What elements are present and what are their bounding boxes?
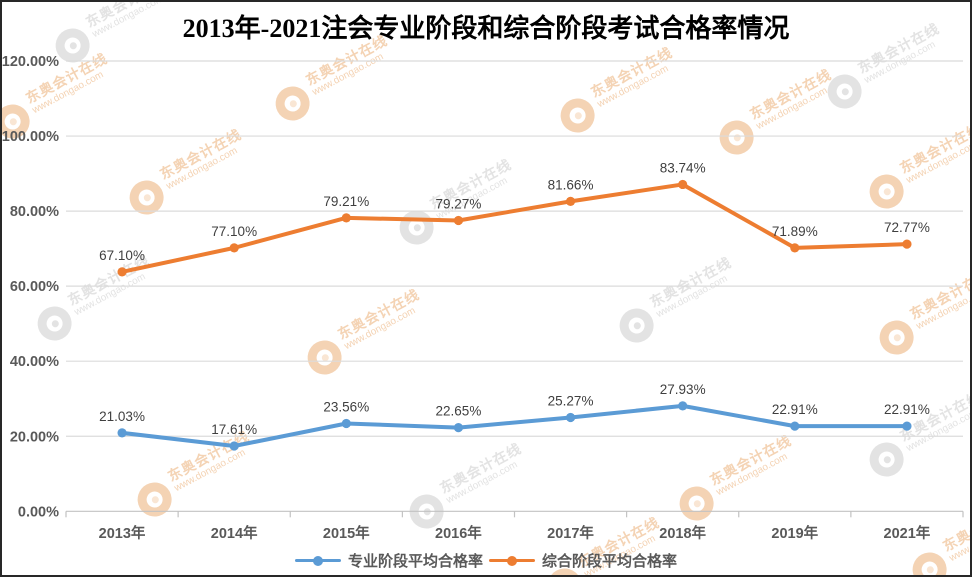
data-point-marker bbox=[565, 412, 576, 423]
x-axis-label: 2014年 bbox=[211, 524, 258, 542]
y-axis-label: 0.00% bbox=[18, 504, 59, 520]
data-point-marker bbox=[117, 428, 127, 438]
data-label: 81.66% bbox=[548, 177, 594, 192]
data-label: 27.93% bbox=[660, 382, 706, 397]
data-point-marker bbox=[229, 441, 239, 451]
data-point-marker bbox=[790, 421, 800, 431]
data-point-marker bbox=[902, 421, 912, 431]
data-label: 17.61% bbox=[211, 422, 257, 437]
data-label: 22.65% bbox=[436, 404, 482, 419]
data-point-marker bbox=[902, 239, 912, 249]
data-label: 67.10% bbox=[99, 248, 145, 263]
chart-legend: 专业阶段平均合格率 综合阶段平均合格率 bbox=[2, 550, 970, 571]
legend-line-marker-orange bbox=[489, 555, 535, 566]
legend-item-comprehensive-stage: 综合阶段平均合格率 bbox=[489, 550, 677, 571]
data-point-marker bbox=[565, 196, 576, 206]
series-line-comprehensive bbox=[120, 182, 909, 274]
data-point-marker bbox=[341, 213, 351, 223]
x-axis-label: 2015年 bbox=[323, 524, 370, 542]
x-axis-label: 2019年 bbox=[771, 524, 818, 542]
x-axis-label: 2016年 bbox=[435, 524, 482, 542]
data-label: 71.89% bbox=[772, 224, 818, 239]
chart-title: 2013年-2021注会专业阶段和综合阶段考试合格率情况 bbox=[182, 14, 790, 43]
data-label: 79.27% bbox=[436, 196, 482, 211]
y-axis-label: 40.00% bbox=[10, 354, 59, 370]
y-axis-label: 120.00% bbox=[2, 54, 59, 70]
legend-label: 专业阶段平均合格率 bbox=[347, 553, 483, 570]
legend-label: 综合阶段平均合格率 bbox=[542, 553, 678, 570]
legend-line-marker-blue bbox=[294, 555, 341, 566]
data-label: 77.10% bbox=[211, 224, 257, 239]
data-point-marker bbox=[678, 401, 688, 411]
data-label: 72.77% bbox=[884, 220, 930, 235]
data-point-marker bbox=[453, 215, 464, 226]
x-axis-label: 2017年 bbox=[547, 524, 594, 542]
data-label: 21.03% bbox=[99, 409, 145, 424]
y-axis-label: 80.00% bbox=[10, 204, 59, 220]
data-label: 83.74% bbox=[660, 160, 706, 175]
legend-item-professional-stage: 专业阶段平均合格率 bbox=[294, 550, 483, 571]
data-point-marker bbox=[453, 423, 464, 433]
y-axis-label: 60.00% bbox=[10, 279, 59, 295]
data-label: 79.21% bbox=[323, 194, 369, 209]
data-point-marker bbox=[117, 267, 127, 277]
data-label: 25.27% bbox=[548, 393, 594, 408]
y-axis-label: 100.00% bbox=[2, 129, 59, 145]
data-point-marker bbox=[341, 418, 351, 429]
data-label: 23.56% bbox=[323, 399, 369, 414]
data-point-marker bbox=[790, 243, 800, 253]
y-axis-label: 20.00% bbox=[10, 429, 59, 445]
x-axis-label: 2013年 bbox=[99, 524, 146, 542]
data-label: 22.91% bbox=[772, 402, 818, 417]
data-label: 22.91% bbox=[884, 402, 930, 417]
x-axis-label: 2021年 bbox=[884, 524, 931, 542]
data-point-marker bbox=[678, 179, 688, 190]
series-line-professional bbox=[120, 403, 909, 449]
x-axis-label: 2018年 bbox=[659, 524, 706, 542]
data-point-marker bbox=[229, 243, 239, 253]
